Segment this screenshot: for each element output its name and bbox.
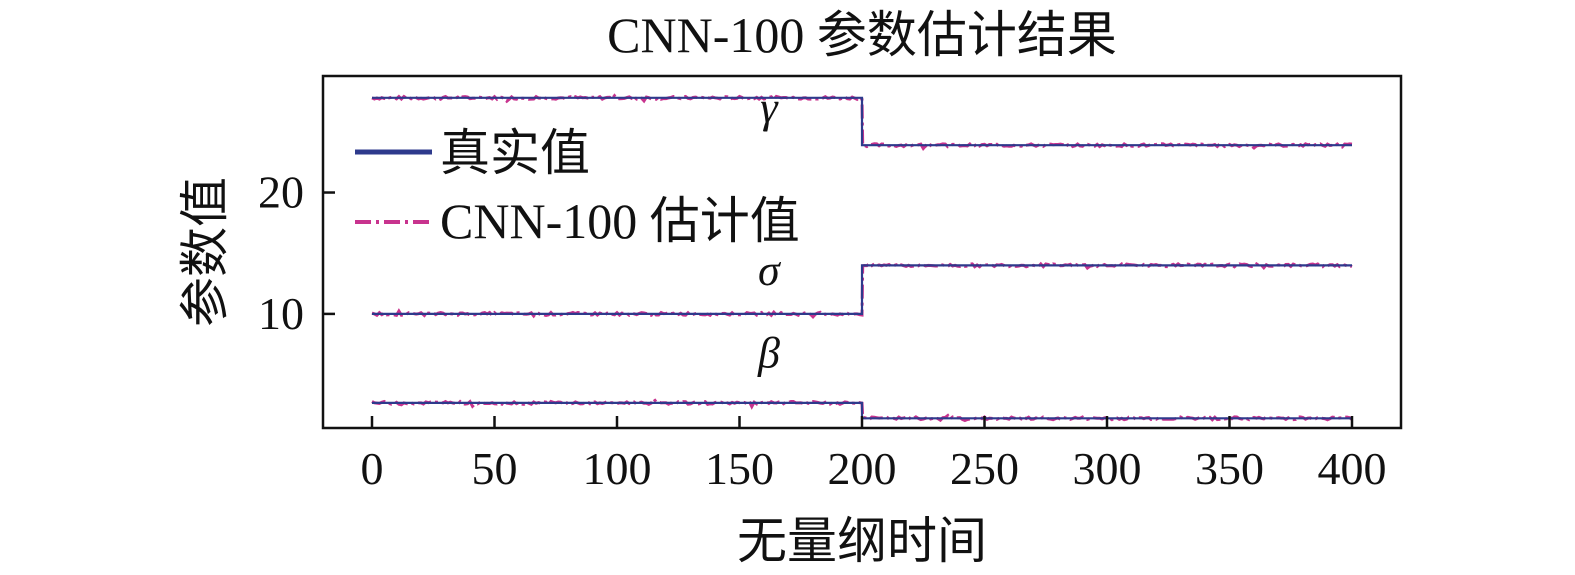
x-tick-label: 250	[950, 443, 1019, 494]
x-axis-label: 无量纲时间	[737, 513, 987, 569]
x-tick-label: 350	[1195, 443, 1264, 494]
chart-title: CNN-100 参数估计结果	[607, 7, 1117, 63]
y-tick-label: 20	[258, 167, 304, 218]
legend-label-true-value: 真实值	[440, 125, 590, 181]
series-layer	[371, 93, 1353, 423]
x-tick-label: 300	[1073, 443, 1142, 494]
legend: 真实值 CNN-100 估计值	[355, 125, 800, 249]
x-tick-label: 400	[1318, 443, 1387, 494]
parameter-annotation: β	[757, 328, 780, 377]
x-tick-label: 150	[705, 443, 774, 494]
x-tick-label: 0	[361, 443, 384, 494]
annotation-layer: γ σβ	[757, 83, 782, 377]
x-tick-label: 50	[472, 443, 518, 494]
x-tick-label: 200	[828, 443, 897, 494]
y-tick-label: 10	[258, 288, 304, 339]
y-axis-label: 参数值	[177, 177, 233, 327]
x-tick-label: 100	[583, 443, 652, 494]
legend-label-cnn-estimate: CNN-100 估计值	[440, 193, 800, 249]
true-value-series-line-0	[372, 96, 1352, 147]
parameter-annotation: σ	[758, 246, 782, 295]
true-value-series-line-1	[372, 264, 1352, 315]
parameter-annotation: γ	[760, 83, 779, 132]
ticks-layer: 0 50 100 150 200 250 300 350 400 10 20	[258, 167, 1387, 494]
